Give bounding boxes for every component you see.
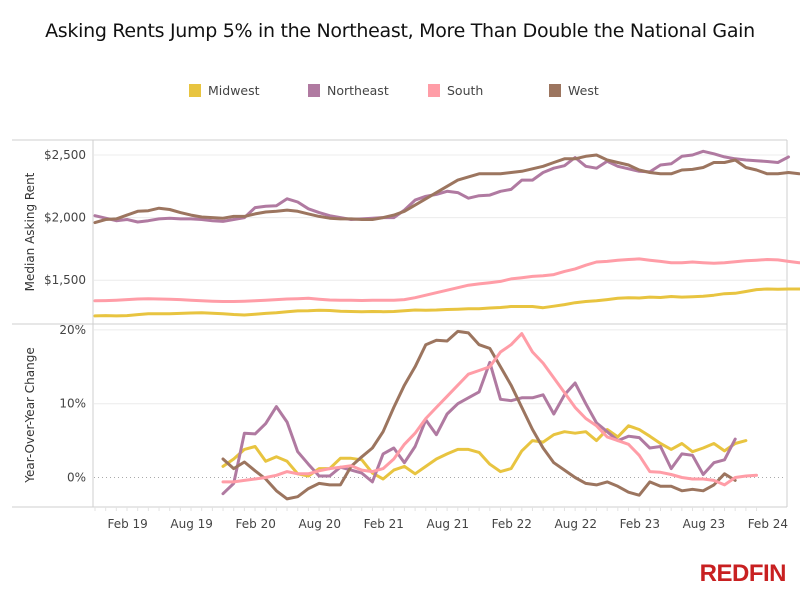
legend: Midwest Northeast South West (0, 83, 800, 101)
legend-label-northeast: Northeast (327, 83, 389, 98)
y-tick-label: $1,500 (44, 273, 86, 287)
x-tick-labels: Feb 19 Aug 19 Feb 20 Aug 20 Feb 21 Aug 21 Feb … (94, 507, 788, 531)
x-tick-label: Feb 23 (620, 517, 660, 531)
x-tick-label: Aug 23 (683, 517, 726, 531)
legend-swatch-west (549, 84, 561, 97)
y-tick-label: 0% (67, 470, 86, 484)
chart-title: Asking Rents Jump 5% in the Northeast, M… (45, 20, 755, 42)
series-line-northeast-rent[interactable] (93, 149, 790, 224)
y-axis-label-rent: Median Asking Rent (23, 172, 37, 291)
legend-swatch-south (428, 84, 440, 97)
series-lines (93, 149, 800, 501)
legend-item-south[interactable]: South (428, 83, 483, 98)
series-line-midwest-yoy[interactable] (221, 424, 748, 481)
series-line-west-yoy[interactable] (221, 329, 737, 501)
series-line-northeast-yoy[interactable] (221, 360, 737, 496)
x-tick-label: Aug 21 (427, 517, 470, 531)
legend-item-northeast[interactable]: Northeast (308, 83, 389, 98)
series-line-south-rent[interactable] (93, 257, 800, 303)
legend-swatch-northeast (308, 84, 320, 97)
y-tick-label: $2,500 (44, 148, 86, 162)
legend-label-west: West (568, 83, 599, 98)
x-tick-label: Feb 20 (236, 517, 276, 531)
y-axis-label-yoy: Year-Over-Year Change (23, 347, 37, 483)
legend-swatch-midwest (189, 84, 201, 97)
series-line-midwest-rent[interactable] (93, 287, 800, 318)
y-tick-label: 20% (59, 323, 86, 337)
series-line-south-yoy[interactable] (221, 332, 758, 487)
y-tick-label: $2,000 (44, 211, 86, 225)
x-tick-label: Feb 21 (364, 517, 404, 531)
x-tick-label: Aug 19 (170, 517, 213, 531)
legend-item-midwest[interactable]: Midwest (189, 83, 260, 98)
x-tick-label: Aug 20 (298, 517, 341, 531)
x-tick-label: Feb 24 (748, 517, 788, 531)
redfin-logo: REDFIN (699, 560, 787, 587)
x-tick-label: Feb 19 (107, 517, 147, 531)
series-line-west-rent[interactable] (93, 153, 800, 225)
x-tick-label: Aug 22 (555, 517, 598, 531)
legend-label-midwest: Midwest (208, 83, 260, 98)
legend-label-south: South (447, 83, 484, 98)
x-tick-label: Feb 22 (492, 517, 532, 531)
y-tick-label: 10% (59, 397, 86, 411)
legend-item-west[interactable]: West (549, 83, 599, 98)
y-tick-labels: $1,500 $2,000 $2,500 0% 10% 20% (44, 148, 86, 484)
